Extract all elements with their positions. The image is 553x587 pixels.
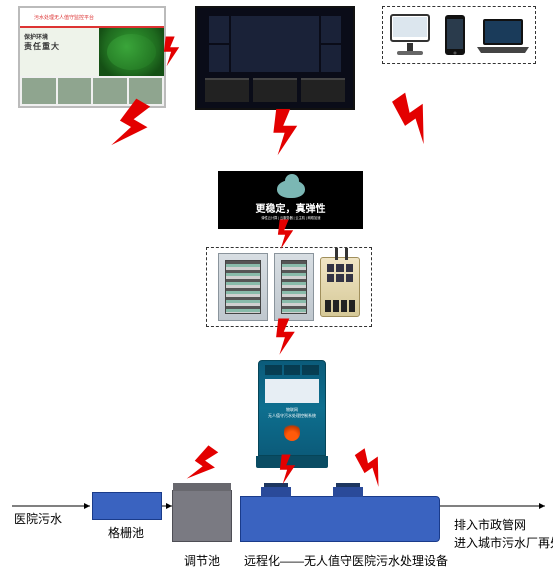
label-outlet-1: 排入市政管网 xyxy=(454,516,526,533)
cloud-icon xyxy=(277,180,305,198)
website-slogan-2: 责任重大 xyxy=(24,41,95,52)
wireless-bolt-icon xyxy=(273,109,297,155)
website-brand-bar: 污水处理无人值守监控平台 xyxy=(20,8,164,28)
node-web-platform: 污水处理无人值守监控平台 保护环境 责任重大 xyxy=(18,6,166,108)
label-screen-tank: 格栅池 xyxy=(108,524,144,541)
plc-cabinet-icon-2 xyxy=(274,253,314,321)
node-cloud-platform: 更稳定，真弹性 弹性云计算 | 云服务器 | 云主机 | 网络加速 xyxy=(218,171,363,229)
cloud-title: 更稳定，真弹性 xyxy=(256,200,326,215)
node-control-kiosk: 物联网 无人值守污水处理控制系统 xyxy=(256,360,328,468)
video-wall-desks xyxy=(205,78,345,102)
kiosk-label-sub: 无人值守污水处理控制系统 xyxy=(265,413,319,419)
industrial-router-icon xyxy=(320,257,360,317)
label-outlet-2: 进入城市污水厂再处理 xyxy=(454,534,553,551)
wireless-bolt-icon xyxy=(389,88,442,147)
screen-tank xyxy=(92,492,162,520)
cloud-subtitle: 弹性云计算 | 云服务器 | 云主机 | 网络加速 xyxy=(261,215,320,220)
desktop-monitor-icon xyxy=(387,13,433,59)
regulating-tank xyxy=(172,490,232,542)
wireless-bolt-icon xyxy=(164,37,179,67)
label-main-unit: 远程化——无人值守医院污水处理设备 xyxy=(244,552,448,569)
video-wall-main-screen xyxy=(231,16,318,72)
website-brand: 污水处理无人值守监控平台 xyxy=(34,14,94,21)
globe-graphic xyxy=(99,28,164,76)
label-regulating-tank: 调节池 xyxy=(184,552,220,569)
plc-cabinet-icon xyxy=(218,253,268,321)
treatment-unit xyxy=(240,496,440,542)
wireless-bolt-icon xyxy=(184,444,223,488)
laptop-icon xyxy=(475,17,531,63)
website-thumbnails xyxy=(20,76,164,106)
kiosk-screen xyxy=(265,379,319,403)
smartphone-icon xyxy=(443,13,467,59)
label-inlet: 医院污水 xyxy=(14,510,62,527)
website-slogan-1: 保护环境 xyxy=(24,32,95,41)
node-edge-equipment xyxy=(206,247,372,327)
node-client-devices xyxy=(382,6,536,64)
node-video-wall xyxy=(195,6,355,110)
video-wall-grid xyxy=(209,16,341,72)
kiosk-flame-icon xyxy=(284,421,300,441)
